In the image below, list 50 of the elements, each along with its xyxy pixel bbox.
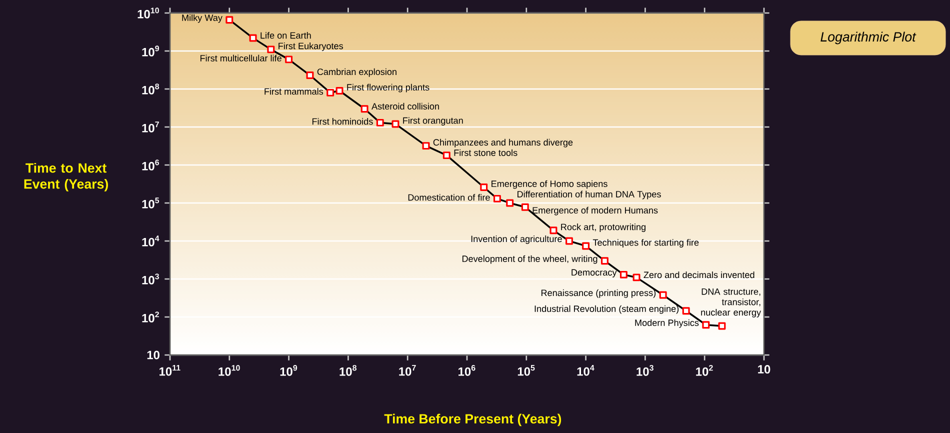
annotation: First flowering plants bbox=[347, 84, 430, 92]
annotation: Domestication of fire bbox=[408, 194, 490, 201]
annotation: Modern Physics bbox=[635, 319, 699, 328]
text: Logarithmic Plot bbox=[820, 32, 916, 44]
y-axis-title: Time to Next Event (Years) bbox=[24, 162, 108, 192]
annotation: First stone tools bbox=[454, 149, 518, 156]
x-tick-label: 10$^{11}$ bbox=[160, 365, 180, 376]
annotation: Emergence of Homo sapiens bbox=[492, 180, 608, 189]
y-tick-label: 10$^{9}$ bbox=[142, 46, 160, 56]
annotation: Emergence of modern Humans bbox=[532, 206, 658, 216]
x-tick-label: 10$^{6}$ bbox=[458, 365, 476, 376]
annotation: Democracy bbox=[572, 269, 617, 278]
annotation: Techniques for starting fire bbox=[592, 239, 699, 248]
x-tick-label: 10$^{5}$ bbox=[518, 365, 535, 376]
annotation: Invention of agriculture bbox=[471, 235, 562, 244]
y-tick-label: 10$^{6}$ bbox=[142, 160, 160, 170]
y-tick-label: 10$^{3}$ bbox=[142, 274, 160, 284]
annotation: First multicellular life bbox=[200, 54, 282, 62]
annotation: DNA structure, transistor, nuclear energy bbox=[701, 288, 762, 318]
annotation: First hominoids bbox=[312, 118, 373, 125]
x-tick-label: 10$^{8}$ bbox=[340, 365, 357, 376]
annotation: First Eukaryotes bbox=[278, 42, 344, 51]
annotation: Differentiation of human DNA Types bbox=[518, 190, 661, 200]
annotation: First mammals bbox=[264, 88, 324, 95]
x-tick-label: 10$^{10}$ bbox=[218, 365, 240, 376]
x-tick-label: 10 bbox=[758, 365, 770, 374]
y-tick-label: 10$^{2}$ bbox=[142, 312, 159, 322]
y-tick-label: 10 bbox=[147, 350, 160, 360]
x-tick-label: 10$^{4}$ bbox=[577, 365, 594, 376]
annotation: Milky Way bbox=[182, 14, 222, 23]
annotation: Cambrian explosion bbox=[317, 68, 396, 77]
x-tick-label: 10$^{3}$ bbox=[636, 365, 654, 376]
x-tick-label: 10$^{2}$ bbox=[696, 365, 713, 376]
annotation: Industrial Revolution (steam engine) bbox=[534, 305, 679, 314]
annotation: Renaissance (printing press) bbox=[541, 289, 656, 298]
annotation: Rock art, protowriting bbox=[561, 224, 646, 232]
y-tick-label: 10$^{8}$ bbox=[142, 84, 160, 94]
annotation: Development of the wheel, writing bbox=[462, 255, 598, 264]
annotation: Life on Earth bbox=[260, 32, 311, 39]
annotation: First orangutan bbox=[403, 117, 463, 126]
x-tick-label: 10$^{7}$ bbox=[399, 365, 416, 376]
annotation: Zero and decimals invented bbox=[644, 271, 754, 278]
annotation: Chimpanzees and humans diverge bbox=[433, 138, 573, 148]
y-tick-label: 10$^{4}$ bbox=[142, 236, 160, 246]
y-tick-label: 10$^{5}$ bbox=[142, 198, 160, 208]
x-axis-title: Time Before Present (Years) bbox=[384, 414, 562, 426]
x-tick-label: 10$^{9}$ bbox=[280, 365, 298, 376]
annotation: Asteroid collision bbox=[372, 102, 439, 110]
y-tick-label: 10$^{10}$ bbox=[138, 8, 159, 18]
y-tick-label: 10$^{7}$ bbox=[142, 122, 159, 132]
